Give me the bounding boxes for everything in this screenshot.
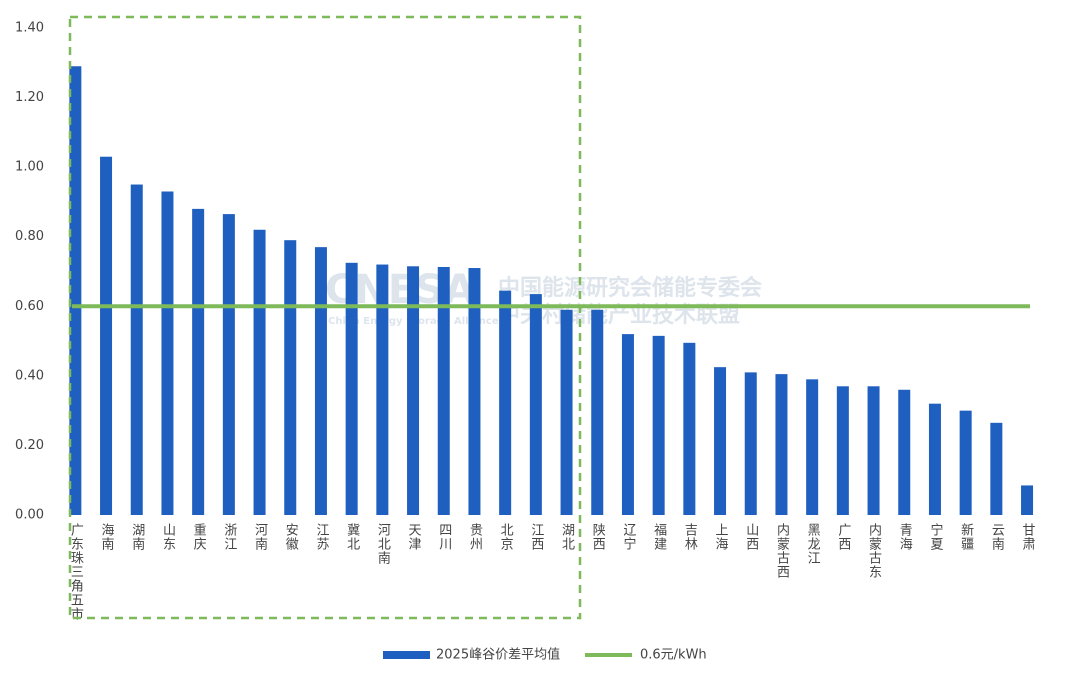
x-tick-label: 吉林 [682, 523, 698, 551]
x-tick-label: 浙江 [221, 523, 237, 551]
x-tick-label: 宁夏 [927, 522, 943, 551]
x-tick-label: 山东 [160, 523, 176, 551]
bar [345, 262, 358, 515]
x-tick-label: 新疆 [958, 522, 974, 551]
highlight-box [68, 15, 582, 620]
bar [714, 367, 727, 515]
legend-label: 0.6元/kWh [640, 648, 707, 663]
bar [990, 422, 1003, 515]
bar [928, 403, 941, 515]
bar [499, 290, 512, 515]
x-tick-label: 上海 [713, 523, 729, 551]
x-tick-label: 辽宁 [620, 523, 636, 551]
x-tick-label: 江西 [528, 523, 544, 551]
x-tick-label: 黑龙江 [805, 523, 821, 565]
bar [959, 410, 972, 515]
x-tick-label: 北京 [498, 523, 514, 551]
bar [560, 309, 573, 515]
x-tick-label: 安徽 [283, 523, 299, 551]
watermark: 中国能源研究会储能专委会 [498, 275, 762, 301]
x-tick-label: 湖北 [559, 523, 575, 551]
bar [621, 334, 634, 515]
y-tick-label: 0.80 [15, 229, 44, 244]
x-tick-label: 内蒙古东 [866, 522, 882, 579]
y-tick-label: 0.00 [15, 508, 44, 523]
bar [407, 266, 420, 515]
bar [437, 266, 450, 515]
x-tick-label: 青海 [897, 523, 913, 551]
bar [161, 191, 174, 515]
bar [130, 184, 143, 516]
x-tick-label: 甘肃 [1020, 523, 1036, 551]
bar [591, 309, 604, 515]
y-tick-label: 0.60 [15, 299, 44, 314]
bar [867, 386, 880, 515]
bar [898, 389, 911, 515]
x-tick-label: 河南 [252, 523, 268, 551]
x-tick-label: 贵州 [467, 523, 483, 551]
x-tick-label: 冀北 [344, 522, 360, 551]
y-tick-label: 0.40 [15, 368, 44, 383]
bar [652, 335, 665, 515]
bar [529, 294, 542, 515]
bar [683, 342, 696, 515]
x-tick-label: 内蒙古西 [774, 522, 790, 579]
y-tick-label: 1.40 [15, 21, 44, 36]
x-tick-label: 山西 [743, 523, 759, 551]
x-tick-label: 江苏 [313, 523, 329, 551]
bar [1021, 485, 1034, 515]
bar [192, 208, 205, 515]
bar [253, 229, 266, 515]
x-tick-label: 河北南 [375, 523, 391, 565]
bar [222, 214, 235, 515]
bar [100, 156, 113, 515]
x-tick-label: 广西 [835, 523, 851, 551]
x-tick-label: 云南 [989, 523, 1005, 551]
y-tick-label: 1.20 [15, 90, 44, 105]
bar [314, 247, 327, 515]
bar [468, 268, 481, 515]
x-tick-label: 天津 [406, 523, 422, 551]
legend-swatch [383, 651, 430, 659]
bar [744, 372, 757, 515]
bar [806, 379, 819, 515]
x-tick-label: 湖南 [129, 523, 145, 551]
bar [836, 386, 849, 515]
y-tick-label: 0.20 [15, 438, 44, 453]
x-tick-label: 重庆 [191, 522, 207, 551]
x-tick-label: 陕西 [590, 523, 606, 551]
x-tick-label: 海南 [99, 523, 115, 551]
x-tick-label: 四川 [436, 523, 452, 551]
x-tick-label: 广东珠三角五市 [68, 523, 84, 621]
bar [775, 374, 788, 515]
y-tick-label: 1.00 [15, 160, 44, 175]
legend-label: 2025峰谷价差平均值 [436, 647, 560, 663]
bar [284, 240, 297, 515]
x-tick-label: 福建 [651, 523, 667, 551]
bar [376, 264, 389, 515]
bar [69, 66, 82, 515]
